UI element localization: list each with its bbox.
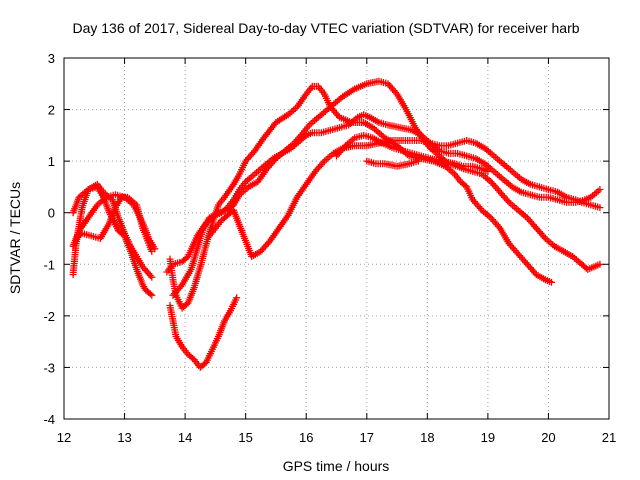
plus-markers [69, 191, 159, 253]
series-track-5 [166, 294, 241, 371]
plot-frame [63, 57, 610, 420]
plus-markers [166, 82, 555, 312]
plus-markers [363, 157, 422, 170]
y-axis: 3 2 1 0 -1 -2 -3 -4 [43, 51, 609, 427]
x-tick-label: 13 [117, 430, 131, 445]
series-track-6 [166, 82, 555, 312]
x-tick-label: 12 [57, 430, 71, 445]
x-tick-label: 18 [420, 430, 434, 445]
y-tick-label: 1 [48, 154, 55, 169]
plus-markers [166, 294, 241, 371]
x-tick-label: 16 [299, 430, 313, 445]
series-track-8 [163, 111, 604, 276]
y-tick-label: -4 [43, 412, 55, 427]
x-tick-label: 15 [238, 430, 252, 445]
y-tick-label: -1 [43, 257, 55, 272]
series-track-10 [333, 131, 492, 175]
x-tick-label: 14 [178, 430, 192, 445]
plus-markers [163, 111, 604, 276]
y-tick-label: -2 [43, 309, 55, 324]
y-tick-label: 2 [48, 103, 55, 118]
x-tick-label: 21 [602, 430, 616, 445]
y-tick-label: 0 [48, 206, 55, 221]
series-track-11 [363, 157, 422, 170]
data-points [69, 77, 604, 371]
x-tick-label: 20 [541, 430, 555, 445]
series-track-2 [69, 180, 156, 281]
y-tick-label: 3 [48, 51, 55, 66]
x-axis: 12 13 14 15 16 17 18 19 20 21 [57, 58, 616, 445]
gridlines [64, 58, 609, 419]
x-tick-label: 17 [360, 430, 374, 445]
y-axis-label: SDTVAR / TECUs [7, 182, 23, 294]
chart-title: Day 136 of 2017, Sidereal Day-to-day VTE… [72, 20, 579, 36]
x-tick-label: 19 [481, 430, 495, 445]
plus-markers [69, 180, 156, 281]
x-axis-label: GPS time / hours [283, 458, 390, 474]
plus-markers [333, 131, 492, 175]
series-track-4 [69, 191, 159, 253]
y-tick-label: -3 [43, 360, 55, 375]
